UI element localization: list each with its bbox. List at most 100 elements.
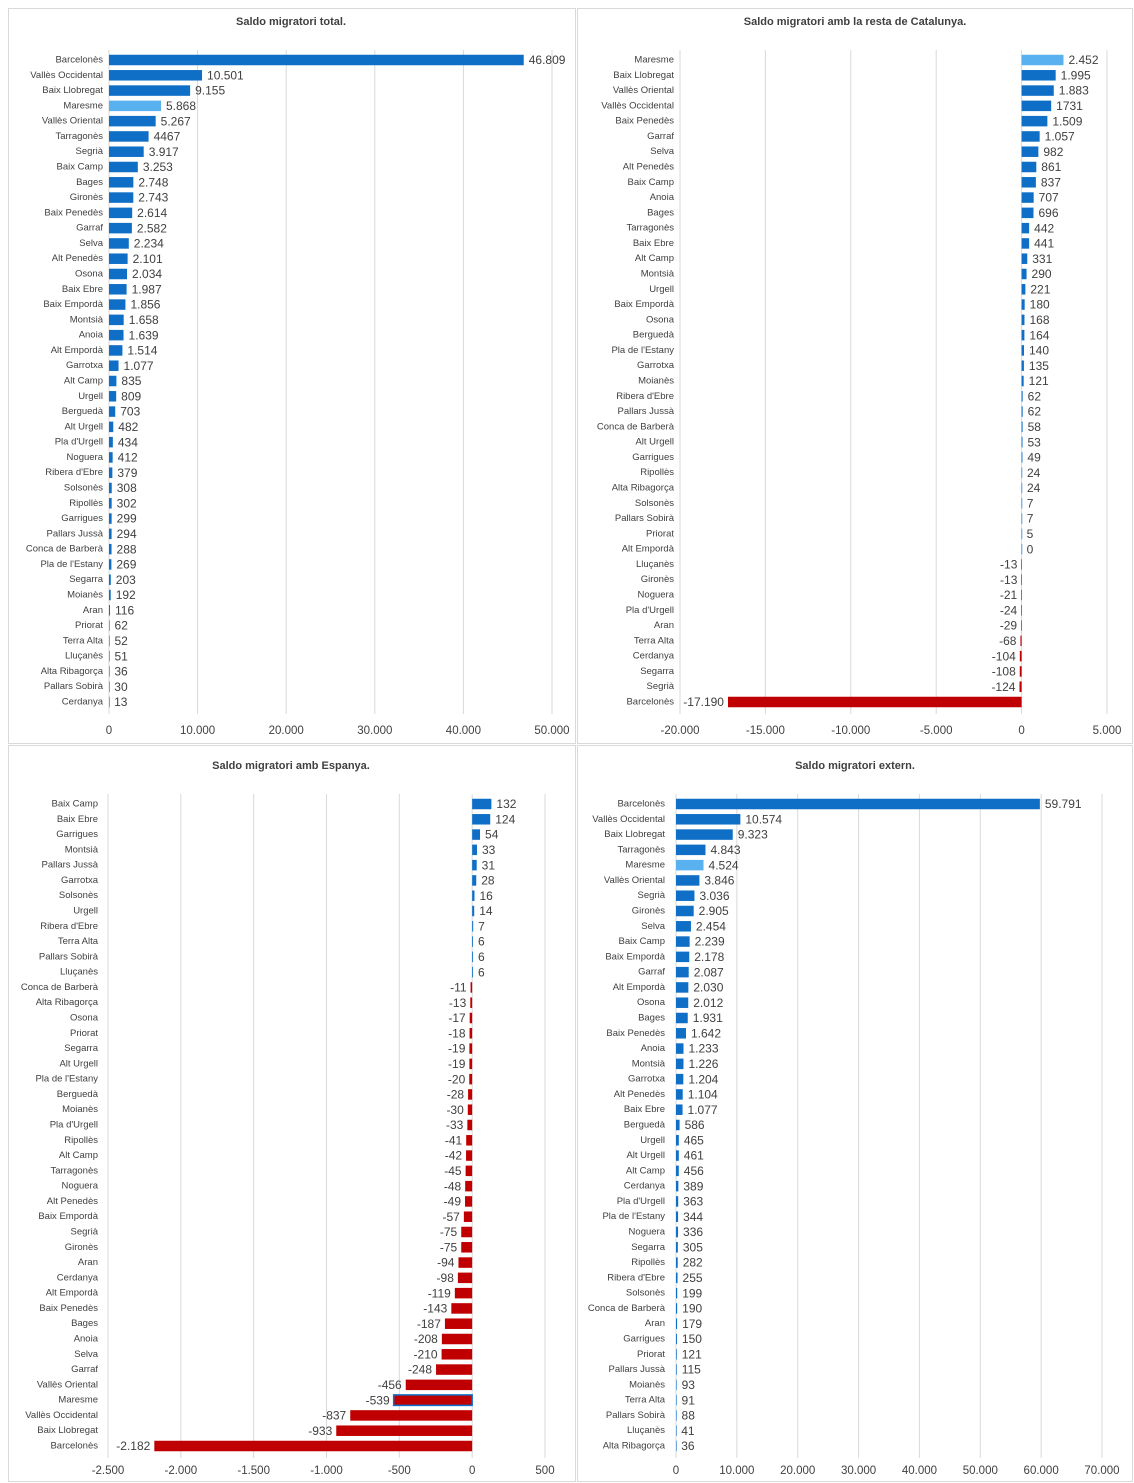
category-label: Priorat bbox=[70, 1028, 98, 1039]
bar bbox=[467, 1119, 473, 1131]
value-label: -24 bbox=[1000, 603, 1018, 617]
bar bbox=[676, 1058, 684, 1070]
bar bbox=[1021, 177, 1036, 188]
category-label: Alt Empordà bbox=[613, 982, 666, 993]
value-label: 1.642 bbox=[691, 1026, 721, 1040]
panel bbox=[8, 745, 576, 1482]
value-label: 1.204 bbox=[688, 1072, 718, 1086]
bar bbox=[350, 1410, 473, 1421]
category-label: Ribera d'Ebre bbox=[45, 467, 103, 478]
category-label: Vallès Occidental bbox=[30, 70, 103, 81]
bar bbox=[676, 1272, 678, 1284]
bar bbox=[441, 1333, 473, 1345]
bar bbox=[1021, 299, 1025, 310]
bar bbox=[466, 1135, 473, 1146]
value-label: -45 bbox=[444, 1164, 462, 1178]
value-label: 1.077 bbox=[124, 359, 154, 373]
bar bbox=[109, 115, 156, 127]
category-label: Baix Camp bbox=[628, 177, 674, 188]
category-label: Terra Alta bbox=[58, 936, 99, 947]
category-label: Gironès bbox=[641, 574, 675, 585]
value-label: -2.182 bbox=[116, 1439, 150, 1453]
category-label: Priorat bbox=[646, 528, 674, 539]
category-label: Anoia bbox=[74, 1334, 99, 1345]
category-label: Baix Empordà bbox=[605, 951, 665, 962]
bar bbox=[676, 1150, 679, 1161]
value-label: 6 bbox=[478, 950, 485, 964]
bar bbox=[109, 666, 110, 677]
category-label: Garraf bbox=[76, 223, 103, 234]
value-label: -187 bbox=[417, 1317, 441, 1331]
category-label: Baix Empordà bbox=[614, 299, 674, 310]
category-label: Maresme bbox=[58, 1395, 98, 1406]
category-label: Tarragonès bbox=[55, 131, 103, 142]
value-label: 255 bbox=[683, 1271, 703, 1285]
bar bbox=[676, 1440, 677, 1452]
x-tick-label: -15.000 bbox=[746, 725, 785, 737]
category-label: Conca de Barberà bbox=[597, 421, 675, 432]
bar bbox=[457, 1272, 473, 1284]
value-label: 5.267 bbox=[161, 114, 191, 128]
bar bbox=[676, 1104, 683, 1115]
category-label: Garrotxa bbox=[628, 1074, 666, 1085]
bar bbox=[472, 921, 474, 932]
value-label: 456 bbox=[684, 1164, 704, 1178]
bar bbox=[472, 890, 475, 901]
bar bbox=[676, 1349, 677, 1360]
value-label: 62 bbox=[115, 619, 129, 633]
value-label: 203 bbox=[116, 573, 136, 587]
value-label: 703 bbox=[120, 405, 140, 419]
panel bbox=[577, 745, 1133, 1482]
category-label: Conca de Barberà bbox=[588, 1303, 666, 1314]
category-label: Maresme bbox=[634, 55, 674, 66]
bar bbox=[472, 905, 475, 917]
category-label: Baix Llobregat bbox=[42, 85, 103, 96]
value-label: 835 bbox=[121, 374, 141, 388]
category-label: Garraf bbox=[638, 967, 665, 978]
value-label: 2.239 bbox=[695, 935, 725, 949]
category-label: Selva bbox=[641, 921, 665, 932]
bar bbox=[676, 951, 690, 963]
category-label: Alt Penedès bbox=[47, 1196, 98, 1207]
bar bbox=[109, 253, 128, 264]
bar bbox=[469, 1012, 473, 1024]
category-label: Garraf bbox=[71, 1364, 98, 1375]
value-label: 331 bbox=[1032, 252, 1052, 266]
value-label: -248 bbox=[408, 1363, 432, 1377]
bar bbox=[676, 1211, 679, 1222]
bar bbox=[676, 1425, 677, 1436]
bar bbox=[109, 452, 113, 463]
value-label: 164 bbox=[1029, 328, 1049, 342]
value-label: 9.155 bbox=[195, 84, 225, 98]
bar bbox=[468, 1089, 473, 1100]
value-label: -13 bbox=[1000, 573, 1018, 587]
category-label: Pla d'Urgell bbox=[50, 1120, 98, 1131]
category-label: Baix Llobregat bbox=[613, 70, 674, 81]
bar bbox=[676, 1073, 684, 1085]
category-label: Berguedà bbox=[57, 1089, 99, 1100]
x-tick-label: 30.000 bbox=[841, 1465, 876, 1477]
bar bbox=[676, 1196, 679, 1207]
category-label: Ribera d'Ebre bbox=[607, 1272, 665, 1283]
category-label: Ripollès bbox=[69, 498, 103, 509]
bar bbox=[436, 1364, 473, 1375]
value-label: -119 bbox=[428, 1286, 451, 1300]
category-label: Osona bbox=[637, 997, 666, 1008]
value-label: 5 bbox=[1027, 527, 1034, 541]
category-label: Garrotxa bbox=[637, 360, 675, 371]
category-label: Vallès Oriental bbox=[37, 1379, 98, 1390]
category-label: Osona bbox=[70, 1013, 99, 1024]
value-label: 982 bbox=[1043, 145, 1063, 159]
value-label: 308 bbox=[117, 481, 137, 495]
category-label: Segarra bbox=[64, 1043, 99, 1054]
value-label: -210 bbox=[414, 1347, 438, 1361]
bar bbox=[109, 605, 111, 616]
bar bbox=[1021, 436, 1023, 448]
bar bbox=[109, 513, 112, 524]
bar bbox=[1021, 467, 1023, 478]
value-label: 51 bbox=[114, 649, 128, 663]
value-label: -21 bbox=[1000, 588, 1018, 602]
bar bbox=[154, 1440, 473, 1452]
category-label: Priorat bbox=[75, 620, 103, 631]
value-label: 2.034 bbox=[132, 267, 162, 281]
